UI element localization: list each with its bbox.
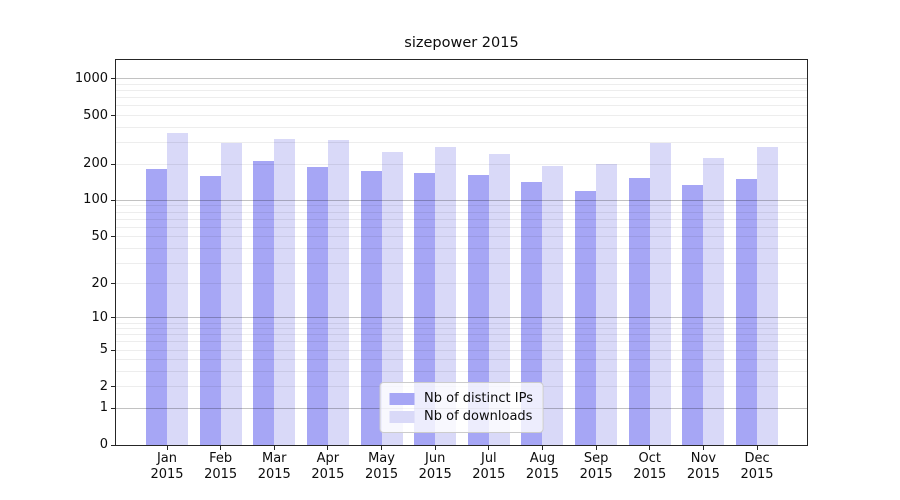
- x-tick-jun-2015: [434, 446, 436, 450]
- y-tick-50: [111, 236, 115, 238]
- gridline-minor-700: [116, 97, 807, 99]
- bar-distinct-ips-jan-2015: [146, 168, 167, 445]
- gridline-minor-400: [116, 126, 807, 128]
- bar-downloads-jun-2015: [435, 147, 457, 445]
- y-tick-label-2: 2: [99, 378, 108, 394]
- legend-label-distinct-ips: Nb of distinct IPs: [424, 391, 533, 406]
- x-tick-nov-2015: [702, 446, 704, 450]
- gridline-minor-500: [116, 115, 807, 117]
- y-tick-2: [111, 386, 115, 388]
- y-tick-1: [111, 407, 115, 409]
- x-tick-label-jan-2015: Jan 2015: [150, 451, 184, 482]
- y-tick-label-5: 5: [99, 342, 108, 358]
- y-tick-label-20: 20: [91, 275, 108, 291]
- bar-downloads-jul-2015: [488, 153, 510, 445]
- bar-downloads-aug-2015: [542, 166, 564, 445]
- x-tick-dec-2015: [756, 446, 758, 450]
- bar-downloads-oct-2015: [649, 142, 671, 445]
- legend-swatch-distinct-ips: [389, 392, 415, 405]
- y-tick-500: [111, 115, 115, 117]
- gridline-minor-800: [116, 90, 807, 92]
- bar-downloads-apr-2015: [327, 140, 349, 445]
- x-tick-label-mar-2015: Mar 2015: [257, 451, 291, 482]
- bar-distinct-ips-apr-2015: [306, 167, 328, 445]
- y-tick-label-10: 10: [91, 309, 108, 325]
- plot-area: Nb of distinct IPs Nb of downloads: [115, 59, 808, 446]
- bar-downloads-jan-2015: [167, 133, 188, 445]
- x-tick-jan-2015: [166, 446, 168, 450]
- x-tick-label-may-2015: May 2015: [365, 451, 399, 482]
- bar-distinct-ips-jul-2015: [467, 174, 489, 445]
- bar-distinct-ips-sep-2015: [575, 190, 597, 445]
- x-tick-feb-2015: [220, 446, 222, 450]
- bar-distinct-ips-mar-2015: [253, 161, 275, 445]
- gridline-minor-900: [116, 84, 807, 86]
- y-tick-label-1: 1: [99, 400, 108, 416]
- legend-item-distinct-ips: Nb of distinct IPs: [389, 391, 533, 406]
- bar-downloads-dec-2015: [757, 147, 779, 445]
- bar-downloads-mar-2015: [274, 139, 296, 445]
- x-tick-label-aug-2015: Aug 2015: [525, 451, 560, 482]
- bar-distinct-ips-dec-2015: [736, 178, 758, 445]
- legend: Nb of distinct IPs Nb of downloads: [379, 382, 544, 433]
- y-tick-0: [111, 444, 115, 446]
- gridline-minor-600: [116, 105, 807, 107]
- y-tick-5: [111, 349, 115, 351]
- bar-distinct-ips-oct-2015: [628, 178, 650, 445]
- chart-title: sizepower 2015: [404, 35, 519, 51]
- x-tick-label-sep-2015: Sep 2015: [579, 451, 613, 482]
- bar-downloads-nov-2015: [703, 158, 725, 445]
- x-tick-label-apr-2015: Apr 2015: [311, 451, 345, 482]
- bar-downloads-sep-2015: [596, 164, 618, 445]
- x-tick-label-feb-2015: Feb 2015: [204, 451, 238, 482]
- x-tick-label-jul-2015: Jul 2015: [472, 451, 506, 482]
- bar-distinct-ips-feb-2015: [199, 176, 221, 445]
- y-tick-1000: [111, 78, 115, 80]
- bar-distinct-ips-aug-2015: [521, 181, 543, 445]
- legend-item-downloads: Nb of downloads: [389, 409, 533, 424]
- x-tick-label-jun-2015: Jun 2015: [418, 451, 452, 482]
- y-tick-20: [111, 283, 115, 285]
- y-tick-label-0: 0: [99, 437, 108, 452]
- bar-downloads-feb-2015: [220, 142, 242, 445]
- y-tick-label-500: 500: [83, 107, 108, 123]
- bar-distinct-ips-nov-2015: [682, 185, 704, 445]
- x-tick-jul-2015: [488, 446, 490, 450]
- plot-canvas: [116, 60, 807, 445]
- x-tick-label-nov-2015: Nov 2015: [686, 451, 720, 482]
- gridline-major-1000: [116, 78, 807, 80]
- legend-label-downloads: Nb of downloads: [424, 409, 533, 424]
- y-tick-label-200: 200: [83, 156, 108, 171]
- y-tick-label-50: 50: [91, 228, 108, 244]
- x-tick-apr-2015: [327, 446, 329, 450]
- legend-swatch-downloads: [389, 410, 415, 423]
- y-tick-100: [111, 199, 115, 201]
- x-tick-sep-2015: [595, 446, 597, 450]
- x-tick-may-2015: [381, 446, 383, 450]
- x-tick-aug-2015: [541, 446, 543, 450]
- y-tick-10: [111, 317, 115, 319]
- y-tick-label-1000: 1000: [74, 70, 108, 86]
- y-tick-label-100: 100: [83, 192, 108, 208]
- bar-downloads-may-2015: [381, 152, 403, 445]
- x-tick-label-oct-2015: Oct 2015: [633, 451, 667, 482]
- x-tick-label-dec-2015: Dec 2015: [740, 451, 774, 482]
- x-tick-oct-2015: [649, 446, 651, 450]
- bar-distinct-ips-may-2015: [360, 171, 382, 445]
- x-tick-mar-2015: [273, 446, 275, 450]
- bar-distinct-ips-jun-2015: [414, 172, 436, 445]
- y-tick-200: [111, 163, 115, 165]
